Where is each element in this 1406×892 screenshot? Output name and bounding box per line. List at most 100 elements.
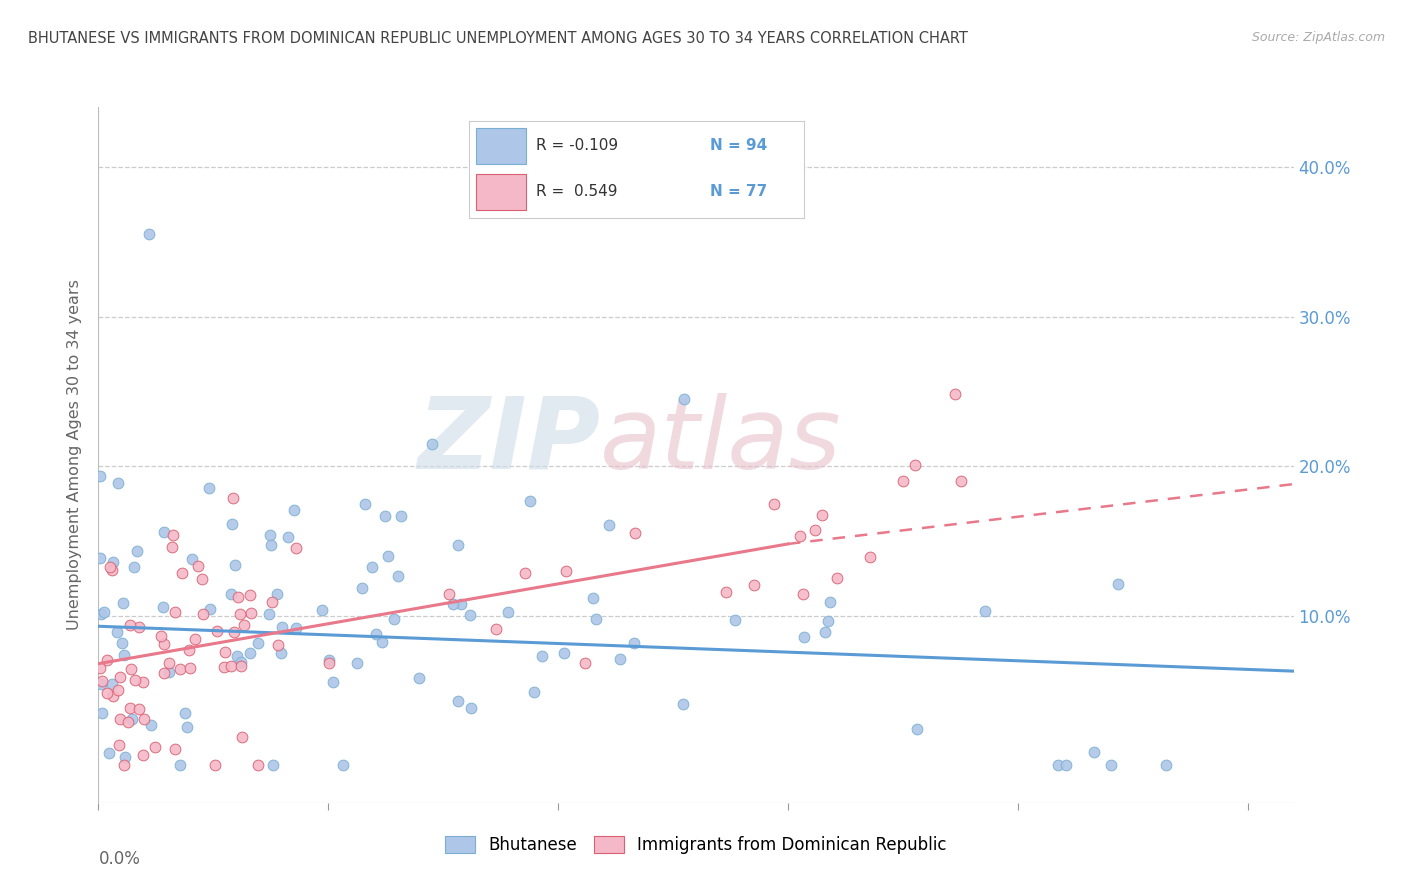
Point xyxy=(793,630,815,644)
Point xyxy=(361,560,384,574)
Point xyxy=(117,715,139,730)
Point xyxy=(162,528,184,542)
Point xyxy=(112,648,135,662)
Point xyxy=(373,508,395,523)
Point xyxy=(239,646,262,660)
Point xyxy=(108,713,131,727)
Point xyxy=(91,674,114,689)
Legend: Bhutanese, Immigrants from Dominican Republic: Bhutanese, Immigrants from Dominican Rep… xyxy=(439,829,953,861)
Point xyxy=(221,491,243,505)
Point xyxy=(89,469,111,483)
Point xyxy=(176,720,198,734)
Point xyxy=(246,758,269,772)
Point xyxy=(458,608,481,623)
Point xyxy=(184,632,207,647)
Point xyxy=(240,606,263,620)
Text: BHUTANESE VS IMMIGRANTS FROM DOMINICAN REPUBLIC UNEMPLOYMENT AMONG AGES 30 TO 34: BHUTANESE VS IMMIGRANTS FROM DOMINICAN R… xyxy=(28,31,967,46)
Point xyxy=(143,739,166,754)
Point xyxy=(792,587,814,601)
Point xyxy=(239,588,262,602)
Point xyxy=(485,622,508,636)
Point xyxy=(904,458,927,472)
Point xyxy=(101,563,124,577)
Point xyxy=(107,476,129,491)
Point xyxy=(139,717,162,731)
Point xyxy=(585,612,607,626)
Point xyxy=(132,674,155,689)
Point xyxy=(1154,758,1177,772)
Point xyxy=(221,517,243,532)
Point xyxy=(447,538,470,552)
Point xyxy=(673,392,696,406)
Point xyxy=(89,661,111,675)
Point xyxy=(179,643,201,657)
Text: Source: ZipAtlas.com: Source: ZipAtlas.com xyxy=(1251,31,1385,45)
Point xyxy=(231,656,253,670)
Point xyxy=(519,494,541,508)
Point xyxy=(111,636,134,650)
Point xyxy=(114,749,136,764)
Point xyxy=(128,701,150,715)
Point xyxy=(157,665,180,679)
Point xyxy=(162,540,184,554)
Point xyxy=(90,677,112,691)
Point xyxy=(174,706,197,720)
Point xyxy=(191,572,214,586)
Point xyxy=(943,387,966,401)
Point xyxy=(949,475,972,489)
Point xyxy=(226,591,249,605)
Point xyxy=(311,603,333,617)
Point xyxy=(120,662,142,676)
Point xyxy=(247,636,270,650)
Point xyxy=(353,497,375,511)
Point xyxy=(197,481,219,495)
Point xyxy=(124,673,146,688)
Point xyxy=(672,698,695,712)
Point xyxy=(271,620,294,634)
Point xyxy=(905,723,928,737)
Point xyxy=(623,526,645,541)
Point xyxy=(214,645,236,659)
Point xyxy=(163,605,186,619)
Point xyxy=(352,581,374,595)
Point xyxy=(609,652,631,666)
Point xyxy=(181,551,204,566)
Point xyxy=(169,758,191,772)
Point xyxy=(450,597,472,611)
Point xyxy=(322,675,344,690)
Point xyxy=(226,648,249,663)
Point xyxy=(270,646,292,660)
Point xyxy=(229,607,252,621)
Point xyxy=(825,571,848,585)
Point xyxy=(1107,576,1129,591)
Point xyxy=(212,660,235,674)
Point xyxy=(224,625,246,640)
Point xyxy=(742,578,765,592)
Point xyxy=(108,669,131,683)
Point xyxy=(179,661,201,675)
Point xyxy=(371,635,394,649)
Point xyxy=(132,747,155,762)
Point xyxy=(205,624,228,639)
Point xyxy=(364,627,387,641)
Point xyxy=(259,538,281,552)
Point xyxy=(152,600,174,615)
Point xyxy=(266,638,288,652)
Point xyxy=(90,607,112,621)
Point xyxy=(231,731,253,745)
Point xyxy=(204,758,226,772)
Point xyxy=(496,605,519,619)
Point xyxy=(224,558,246,572)
Point xyxy=(157,656,180,670)
Point xyxy=(165,741,187,756)
Point xyxy=(150,629,173,643)
Point xyxy=(441,597,464,611)
Point xyxy=(262,758,284,772)
Point xyxy=(93,605,115,619)
Point xyxy=(810,508,832,522)
Point xyxy=(260,594,283,608)
Point xyxy=(98,560,121,574)
Point xyxy=(515,566,537,580)
Point xyxy=(804,523,827,537)
Point xyxy=(219,587,242,601)
